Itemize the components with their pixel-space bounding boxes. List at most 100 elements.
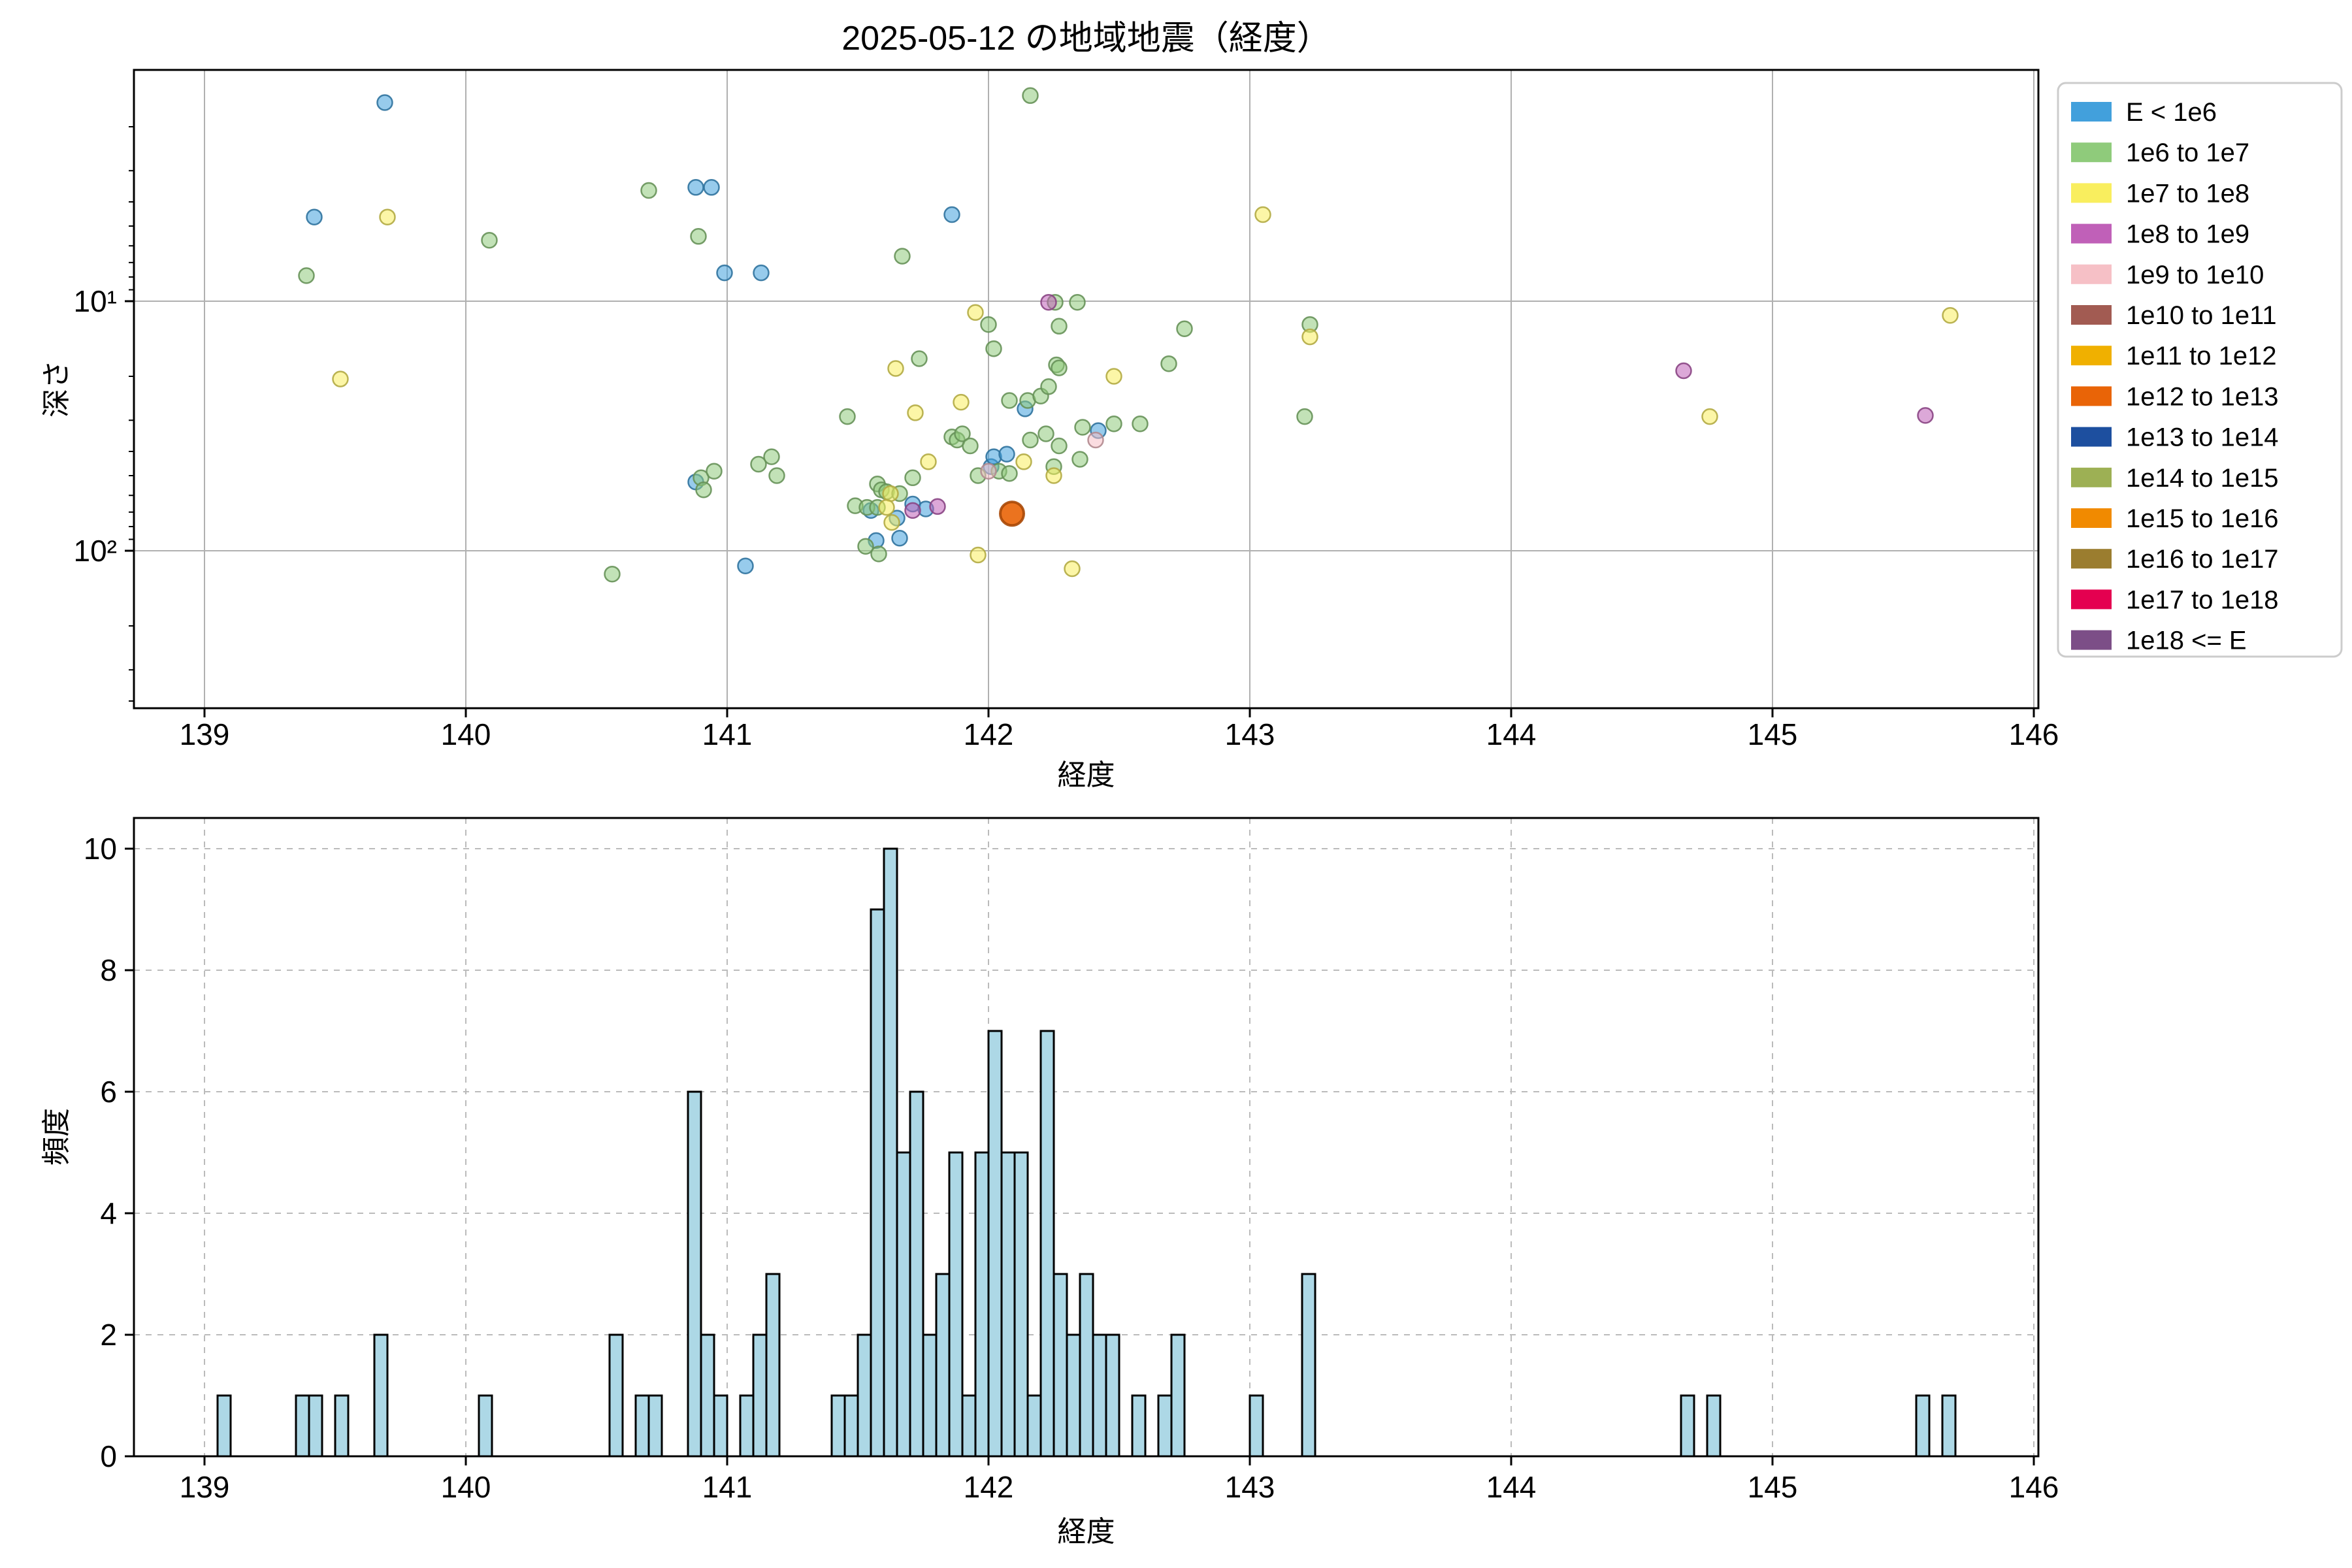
scatter-point	[904, 502, 921, 519]
scatter-point	[481, 231, 498, 249]
hist-bar	[1039, 1030, 1055, 1458]
histogram-bars	[216, 847, 1957, 1458]
hist-bar	[478, 1394, 493, 1458]
hist-bar	[608, 1333, 624, 1458]
scatter-x-tick-label: 142	[964, 717, 1014, 751]
legend-item: 1e6 to 1e7	[2071, 139, 2249, 167]
scatter-point	[1051, 437, 1068, 455]
scatter-point	[690, 228, 707, 245]
legend-item: E < 1e6	[2071, 98, 2217, 127]
legend-label: 1e11 to 1e12	[2126, 342, 2277, 370]
histogram-x-axis-label: 経度	[1057, 1516, 1115, 1548]
scatter-x-tick-label: 139	[180, 717, 230, 751]
scatter-point	[1942, 306, 1959, 324]
hist-bar	[896, 1151, 911, 1458]
scatter-point	[891, 529, 908, 547]
scatter-point	[604, 565, 621, 583]
scatter-point	[1176, 320, 1193, 337]
scatter-y-tick-label: 10²	[74, 534, 117, 568]
hist-bar	[1013, 1151, 1029, 1458]
scatter-chart: 139 140 141 142 143 144 145 146 10¹ 10²	[74, 69, 2059, 751]
hist-bar	[373, 1333, 389, 1458]
scatter-point	[695, 481, 712, 498]
hist-bar	[216, 1394, 232, 1458]
scatter-point	[750, 455, 767, 473]
legend-item: 1e13 to 1e14	[2071, 423, 2279, 452]
scatter-point	[904, 469, 921, 487]
hist-y-tick-label: 8	[100, 953, 117, 987]
legend-label: 1e15 to 1e16	[2126, 504, 2279, 533]
legend-label: 1e9 to 1e10	[2126, 261, 2264, 289]
scatter-point	[753, 264, 770, 282]
scatter-point	[1917, 407, 1934, 424]
scatter-point	[883, 514, 900, 531]
legend-swatch	[2071, 305, 2112, 325]
legend-swatch	[2071, 183, 2112, 203]
scatter-point	[857, 538, 874, 555]
scatter-point	[970, 546, 987, 564]
histogram-frame	[133, 817, 2040, 1458]
hist-x-tick-label: 143	[1225, 1470, 1275, 1504]
scatter-point	[1701, 408, 1718, 425]
scatter-point	[640, 182, 657, 199]
legend-item: 1e18 <= E	[2071, 627, 2247, 655]
scatter-x-axis-label: 経度	[1057, 759, 1115, 791]
scatter-point	[1051, 359, 1068, 376]
scatter-x-tick-label: 143	[1225, 717, 1275, 751]
scatter-point	[1074, 419, 1091, 436]
hist-bar	[295, 1394, 310, 1458]
legend-label: 1e6 to 1e7	[2126, 139, 2249, 167]
hist-bar	[1680, 1394, 1695, 1458]
histogram-chart: 139 140 141 142 143 144 145 146 0 2 4 6 8 10	[84, 817, 2059, 1504]
scatter-point	[911, 350, 928, 367]
hist-bar	[1066, 1333, 1081, 1458]
hist-bar	[1079, 1273, 1094, 1458]
legend-item: 1e10 to 1e11	[2071, 301, 2277, 330]
legend-label: 1e13 to 1e14	[2126, 423, 2279, 452]
scatter-point	[379, 208, 396, 225]
hist-x-tick-label: 139	[180, 1470, 230, 1504]
scatter-point	[870, 546, 887, 563]
scatter-point	[706, 463, 723, 480]
legend-label: E < 1e6	[2126, 98, 2217, 127]
legend-item: 1e14 to 1e15	[2071, 464, 2279, 493]
legend-swatch	[2071, 386, 2112, 406]
scatter-point	[967, 304, 984, 321]
scatter-point	[882, 485, 899, 502]
scatter-y-tick-label: 10¹	[74, 284, 117, 318]
legend-label: 1e18 <= E	[2126, 627, 2247, 655]
legend-item: 1e11 to 1e12	[2071, 342, 2277, 370]
scatter-point	[1045, 467, 1062, 484]
hist-y-tick-label: 4	[100, 1196, 117, 1230]
hist-bar	[765, 1273, 781, 1458]
scatter-point	[1040, 378, 1057, 395]
scatter-point	[980, 316, 997, 333]
hist-bar	[948, 1151, 964, 1458]
scatter-point	[1022, 431, 1039, 449]
scatter-points	[298, 87, 1959, 583]
scatter-point	[1087, 431, 1104, 449]
scatter-point	[907, 404, 924, 421]
scatter-point	[985, 340, 1002, 357]
hist-bar	[1157, 1394, 1173, 1458]
legend-swatch	[2071, 589, 2112, 610]
legend-label: 1e12 to 1e13	[2126, 382, 2279, 411]
scatter-point	[703, 179, 720, 196]
legend-item: 1e8 to 1e9	[2071, 220, 2249, 249]
legend-label: 1e17 to 1e18	[2126, 585, 2279, 614]
hist-x-tick-label: 141	[702, 1470, 753, 1504]
scatter-point	[1001, 392, 1018, 409]
hist-bar	[1000, 1151, 1016, 1458]
legend-swatch	[2071, 549, 2112, 569]
scatter-point	[763, 448, 780, 465]
legend-item: 1e9 to 1e10	[2071, 261, 2264, 289]
legend-item: 1e17 to 1e18	[2071, 585, 2279, 614]
scatter-point	[768, 467, 785, 484]
hist-bar	[883, 847, 898, 1458]
scatter-point	[962, 437, 979, 455]
hist-bar	[713, 1394, 728, 1458]
scatter-point	[887, 360, 904, 377]
hist-bar	[974, 1151, 990, 1458]
hist-x-tick-label: 144	[1486, 1470, 1537, 1504]
